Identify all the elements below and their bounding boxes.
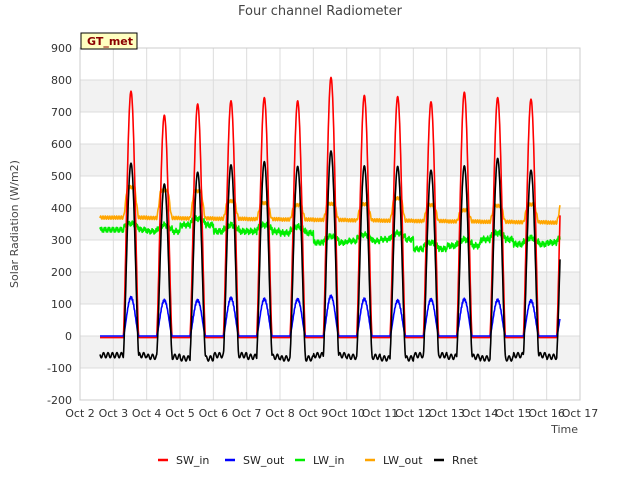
x-axis-ticks: Oct 2 Oct 3 Oct 4 Oct 5 Oct 6 Oct 7 Oct 8 Oct 9…	[65, 407, 598, 420]
series-line-sw-out	[99, 294, 561, 337]
x-tick-label: Oct 2	[65, 407, 95, 420]
legend: SW_in SW_out LW_in LW_out Rnet	[158, 454, 478, 467]
legend-label: SW_in	[176, 454, 209, 467]
legend-label: Rnet	[452, 454, 478, 467]
x-tick-label: Oct 3	[99, 407, 129, 420]
x-tick-label: Oct 12	[395, 407, 432, 420]
y-tick-label: 0	[65, 330, 72, 343]
y-tick-label: -200	[47, 394, 72, 407]
x-tick-label: Oct 16	[528, 407, 565, 420]
x-tick-label: Oct 13	[428, 407, 465, 420]
legend-label: LW_in	[313, 454, 345, 467]
y-tick-label: 500	[51, 170, 72, 183]
station-badge-label: GT_met	[87, 35, 133, 48]
y-tick-label: 900	[51, 42, 72, 55]
x-tick-label: Oct 7	[232, 407, 262, 420]
legend-label: SW_out	[243, 454, 285, 467]
series-line-rnet	[99, 150, 561, 362]
x-tick-label: Oct 9	[299, 407, 329, 420]
x-tick-label: Oct 10	[328, 407, 365, 420]
x-tick-label: Oct 5	[165, 407, 195, 420]
x-tick-label: Oct 4	[132, 407, 162, 420]
station-badge: GT_met	[80, 32, 138, 50]
series-line-lw-out	[99, 184, 561, 225]
legend-label: LW_out	[383, 454, 423, 467]
y-axis-label: Solar Radiation (W/m2)	[8, 160, 21, 288]
y-tick-label: 100	[51, 298, 72, 311]
plot-band	[80, 336, 580, 368]
x-tick-label: Oct 14	[462, 407, 499, 420]
y-tick-label: 300	[51, 234, 72, 247]
series-line-sw-in	[99, 76, 561, 339]
x-tick-label: Oct 17	[562, 407, 599, 420]
y-axis-ticks: -200 -100 0 100 200 300 400 500 600 700 800 900	[47, 42, 72, 407]
station-badge-box	[80, 32, 138, 50]
x-tick-label: Oct 11	[362, 407, 399, 420]
y-tick-label: 200	[51, 266, 72, 279]
plot-frame	[79, 47, 581, 401]
x-tick-label: Oct 8	[265, 407, 295, 420]
y-tick-label: 600	[51, 138, 72, 151]
y-tick-label: 800	[51, 74, 72, 87]
legend-item-sw-in: SW_in	[158, 454, 209, 467]
legend-item-rnet: Rnet	[434, 454, 478, 467]
legend-item-sw-out: SW_out	[225, 454, 285, 467]
y-tick-label: 700	[51, 106, 72, 119]
series-line-lw-in	[99, 215, 561, 253]
chart-title: Four channel Radiometer	[238, 4, 403, 19]
y-tick-label: 400	[51, 202, 72, 215]
series-lines	[99, 76, 561, 362]
x-tick-label: Oct 15	[495, 407, 532, 420]
legend-item-lw-out: LW_out	[365, 454, 423, 467]
x-tick-label: Oct 6	[199, 407, 229, 420]
y-tick-label: -100	[47, 362, 72, 375]
x-axis-label: Time	[550, 423, 578, 436]
legend-item-lw-in: LW_in	[295, 454, 345, 467]
